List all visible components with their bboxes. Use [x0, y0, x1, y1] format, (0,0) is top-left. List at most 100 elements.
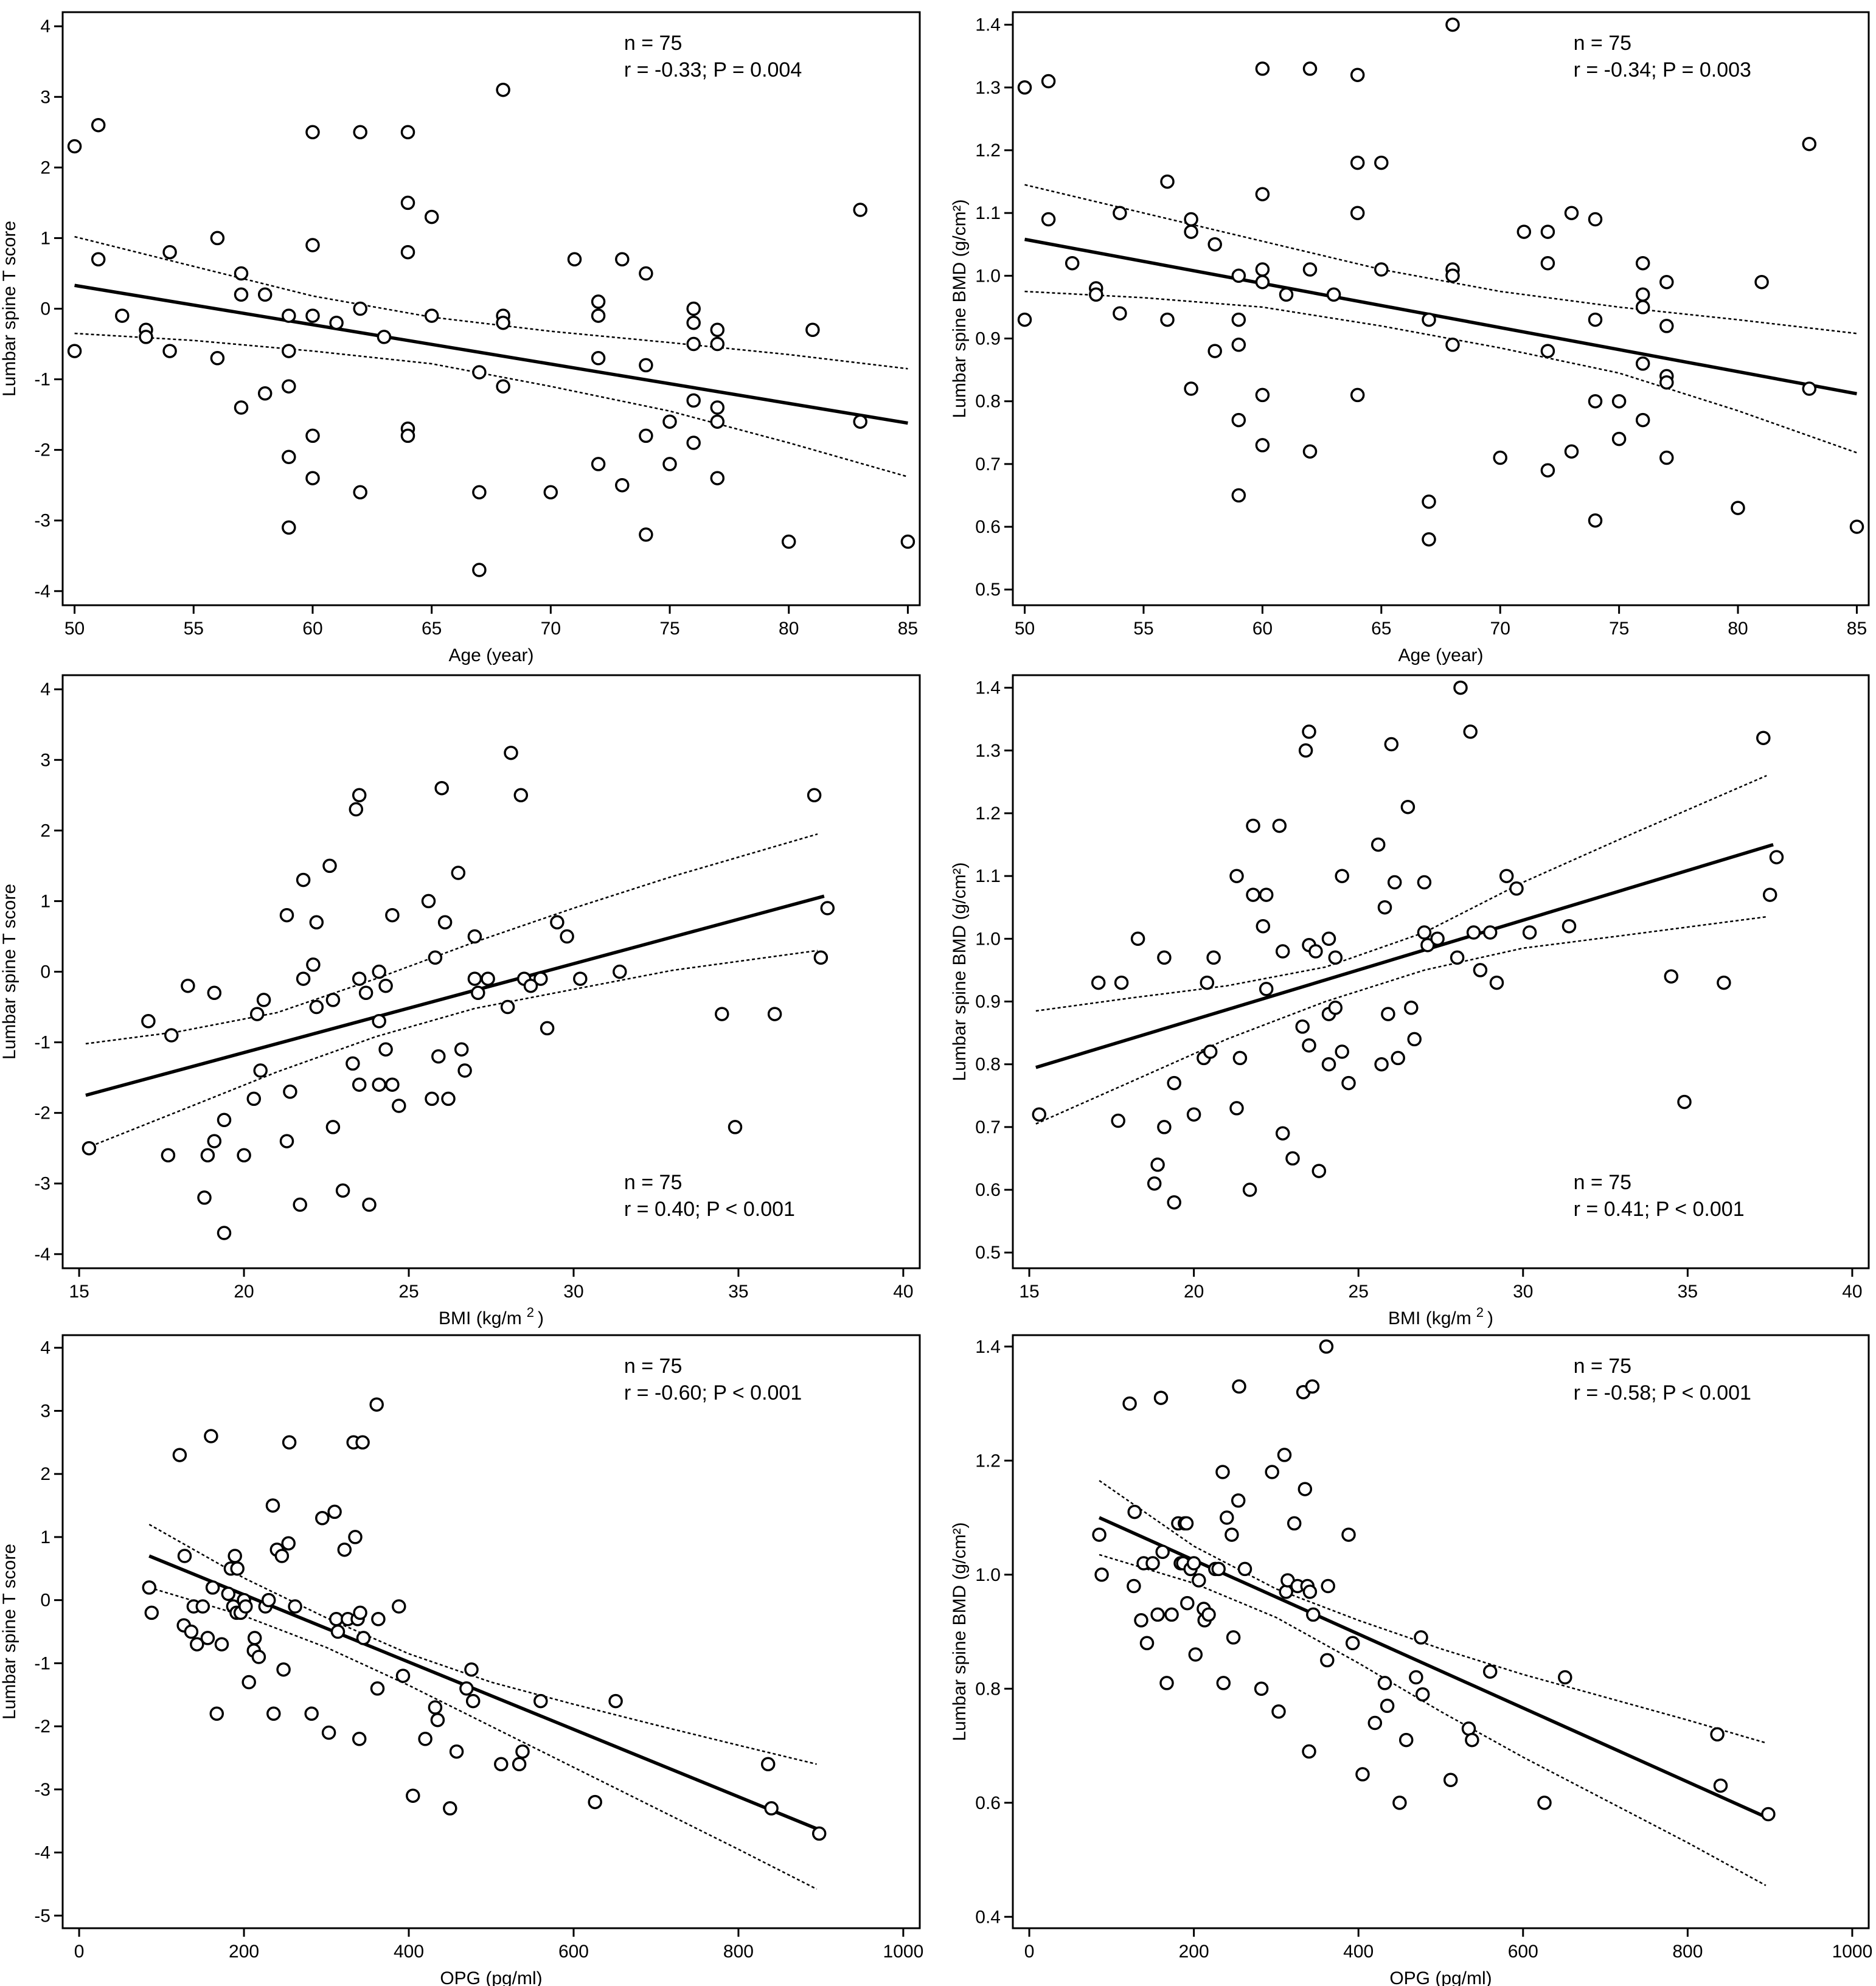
data-point [434, 780, 449, 796]
y-tick-label: 2 [40, 158, 50, 178]
data-point [1374, 262, 1389, 277]
data-point [335, 1183, 350, 1198]
x-tick-label: 0 [1024, 1942, 1035, 1962]
data-point [82, 1141, 97, 1156]
y-tick-label: 1.2 [975, 141, 1001, 161]
data-point [430, 1712, 445, 1727]
data-point [1229, 1101, 1244, 1116]
data-point [496, 379, 510, 394]
y-tick-label: 0.8 [975, 1679, 1001, 1699]
data-point [325, 993, 341, 1007]
data-point [1350, 387, 1365, 403]
ci-lower-line [1035, 915, 1767, 1125]
data-point [296, 971, 311, 986]
data-point [315, 1511, 330, 1526]
data-point [1232, 1050, 1248, 1066]
data-point [322, 858, 337, 873]
data-point [1465, 1732, 1479, 1748]
plot-frame [1012, 11, 1870, 606]
data-point [1335, 869, 1349, 883]
data-point [1302, 61, 1318, 76]
data-point [1677, 1094, 1692, 1109]
data-point [1400, 799, 1416, 814]
data-point [1420, 937, 1435, 953]
x-tick-label: 20 [1184, 1282, 1204, 1302]
data-point [329, 315, 344, 330]
data-point [200, 1148, 215, 1163]
data-point [424, 209, 439, 224]
data-point [210, 351, 225, 366]
data-point [1255, 262, 1270, 277]
data-point [190, 1637, 204, 1651]
data-point [1540, 255, 1555, 271]
data-point [230, 1561, 245, 1576]
data-point [1277, 1448, 1292, 1462]
correlation-label: r = -0.58; P < 0.001 [1574, 1381, 1751, 1404]
data-point [615, 477, 630, 493]
chart-bmi-bmd: 15 20 25 30 35 40 0.5 0.6 0.7 0.8 0.9 1.0 1.1 1.2 1.3 1… [950, 674, 1870, 1328]
y-tick-label: -2 [34, 1717, 50, 1737]
data-point [1392, 1796, 1407, 1810]
data-point [1422, 312, 1436, 327]
correlation-label: r = -0.60; P < 0.001 [624, 1381, 802, 1404]
data-point [543, 485, 558, 500]
y-tick-label: 1 [40, 891, 50, 911]
y-axis-label: Lumbar spine T score [0, 1544, 19, 1720]
data-point [1207, 237, 1222, 252]
data-point [1849, 519, 1864, 534]
y-tick-label: -3 [34, 1780, 50, 1800]
data-point [1255, 438, 1270, 453]
data-point [1540, 344, 1555, 358]
data-point [234, 266, 249, 281]
data-point [639, 266, 653, 281]
ci-lower-line [74, 332, 908, 478]
data-point [370, 1681, 385, 1696]
data-point [279, 908, 294, 923]
data-point [1017, 80, 1032, 95]
data-point [425, 1091, 439, 1106]
data-point [1229, 869, 1244, 883]
data-point [1769, 850, 1784, 864]
data-point [1762, 887, 1777, 902]
data-point [686, 393, 701, 408]
x-tick-label: 85 [898, 619, 918, 639]
data-point [266, 1706, 281, 1721]
data-point [1157, 950, 1172, 965]
x-axis-label: OPG (pg/ml) [440, 1968, 542, 1986]
data-point [249, 1007, 265, 1021]
data-point [1127, 1578, 1141, 1594]
data-point [304, 1706, 319, 1721]
data-point [1211, 1561, 1226, 1577]
data-point [1664, 969, 1679, 984]
data-point [352, 971, 367, 986]
x-tick-label: 25 [398, 1282, 419, 1302]
data-point [418, 1732, 433, 1746]
data-point [1184, 212, 1198, 227]
y-tick-label: -5 [34, 1906, 50, 1926]
data-point [1558, 1670, 1572, 1685]
data-point [1355, 1767, 1370, 1782]
data-point [1246, 887, 1260, 902]
x-tick-label: 70 [541, 619, 561, 639]
data-point [1259, 887, 1274, 902]
x-axis-label: BMI (kg/m 2) [1388, 1305, 1493, 1328]
regression-line [74, 283, 908, 425]
y-tick-label: 1.4 [975, 1337, 1001, 1357]
data-point [371, 1612, 386, 1627]
data-point [257, 287, 273, 302]
data-point [400, 195, 415, 210]
data-point [421, 894, 436, 909]
data-point [205, 1580, 220, 1595]
correlation-label: r = -0.33; P = 0.004 [624, 58, 802, 82]
data-point [1215, 1465, 1230, 1479]
data-point [1516, 224, 1532, 239]
y-tick-label: 1.0 [975, 1565, 1001, 1585]
data-point [454, 1042, 469, 1057]
data-point [449, 1744, 464, 1759]
x-tick-label: 80 [1728, 619, 1748, 639]
data-point [385, 908, 400, 923]
y-axis-label: Lumbar spine T score [0, 221, 19, 397]
data-point [853, 414, 867, 429]
y-tick-label: 0 [40, 962, 50, 982]
x-tick-label: 600 [558, 1942, 589, 1962]
